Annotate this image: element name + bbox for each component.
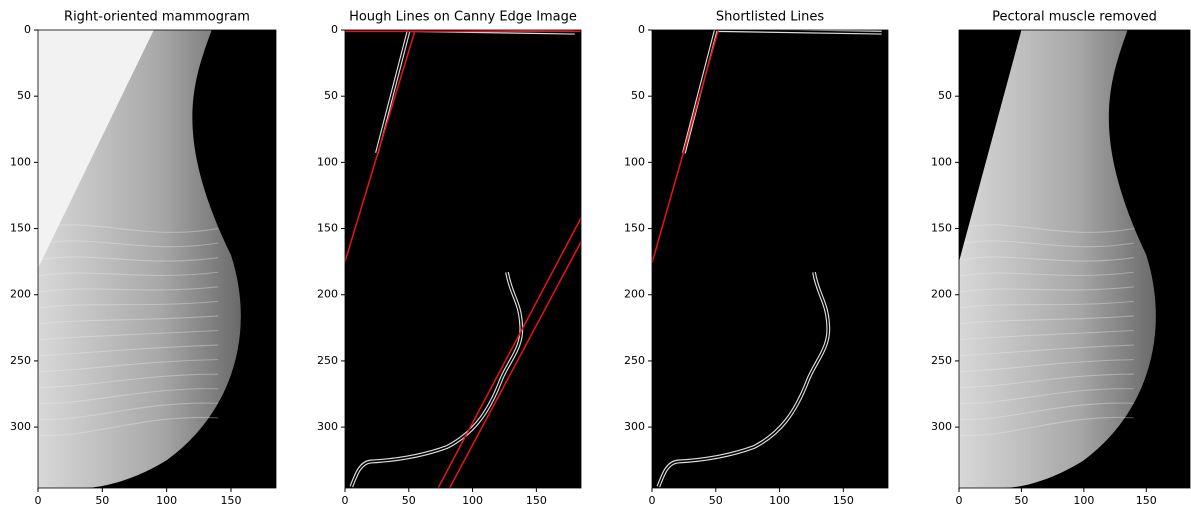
texture xyxy=(38,315,219,325)
image-content xyxy=(38,30,241,488)
y-tick-label: 200 xyxy=(931,288,952,301)
texture xyxy=(959,224,1134,233)
image-background xyxy=(652,30,888,488)
image-content xyxy=(959,30,1156,488)
texture xyxy=(959,256,1134,262)
texture xyxy=(959,271,1134,277)
chart-title: Shortlisted Lines xyxy=(716,10,824,25)
texture xyxy=(38,388,219,404)
hough-line xyxy=(345,30,416,262)
x-tick-label: 100 xyxy=(1073,494,1094,507)
x-tick-label: 0 xyxy=(649,494,656,507)
x-tick-label: 0 xyxy=(956,494,963,507)
chart-title: Right-oriented mammogram xyxy=(64,10,250,25)
texture xyxy=(959,416,1134,437)
texture xyxy=(38,416,219,437)
y-tick-label: 300 xyxy=(317,420,338,433)
texture xyxy=(959,402,1134,420)
y-tick-label: 200 xyxy=(624,288,645,301)
texture xyxy=(38,359,219,373)
y-tick-label: 50 xyxy=(324,89,338,102)
y-tick-label: 100 xyxy=(624,155,645,168)
texture xyxy=(959,315,1134,325)
edge-core xyxy=(350,272,523,487)
texture xyxy=(38,240,219,248)
texture xyxy=(38,402,219,420)
y-tick-label: 100 xyxy=(10,155,31,168)
chart-title: Pectoral muscle removed xyxy=(992,10,1157,25)
x-tick-label: 150 xyxy=(526,494,547,507)
hough-line xyxy=(448,241,581,488)
y-tick-label: 250 xyxy=(10,354,31,367)
y-tick-label: 0 xyxy=(24,23,31,36)
texture xyxy=(959,344,1134,357)
y-tick-label: 100 xyxy=(931,155,952,168)
y-tick-label: 150 xyxy=(10,222,31,235)
hough-line xyxy=(652,30,720,264)
x-tick-label: 100 xyxy=(769,494,790,507)
y-tick-label: 150 xyxy=(317,222,338,235)
x-tick-label: 50 xyxy=(402,494,416,507)
x-tick-label: 150 xyxy=(220,494,241,507)
y-tick-label: 0 xyxy=(331,23,338,36)
texture xyxy=(38,286,219,293)
image xyxy=(652,30,888,488)
y-tick-label: 250 xyxy=(624,354,645,367)
x-tick-label: 100 xyxy=(462,494,483,507)
axes-frame xyxy=(344,29,582,489)
image xyxy=(345,30,581,488)
axes-frame xyxy=(37,29,277,489)
texture xyxy=(38,256,219,262)
y-tick-label: 300 xyxy=(10,420,31,433)
texture xyxy=(959,240,1134,248)
breast xyxy=(959,30,1156,488)
texture xyxy=(959,329,1134,341)
x-tick-label: 100 xyxy=(156,494,177,507)
y-tick-label: 0 xyxy=(638,23,645,36)
y-tick-label: 150 xyxy=(624,222,645,235)
texture xyxy=(38,271,219,277)
image xyxy=(959,30,1190,488)
texture xyxy=(38,300,219,309)
x-tick-label: 50 xyxy=(95,494,109,507)
y-tick-label: 200 xyxy=(317,288,338,301)
texture xyxy=(959,300,1134,309)
axes-frame xyxy=(651,29,889,489)
x-tick-label: 50 xyxy=(1014,494,1028,507)
y-tick-label: 100 xyxy=(317,155,338,168)
y-tick-label: 200 xyxy=(10,288,31,301)
axes-frame xyxy=(958,29,1191,489)
y-tick-label: 150 xyxy=(931,222,952,235)
y-tick-label: 300 xyxy=(624,420,645,433)
x-tick-label: 50 xyxy=(709,494,723,507)
x-tick-label: 0 xyxy=(342,494,349,507)
chart-title: Hough Lines on Canny Edge Image xyxy=(349,10,577,25)
texture xyxy=(38,344,219,357)
image xyxy=(38,30,276,488)
y-tick-label: 50 xyxy=(938,89,952,102)
y-tick-label: 50 xyxy=(631,89,645,102)
y-tick-label: 250 xyxy=(317,354,338,367)
texture xyxy=(959,388,1134,404)
texture xyxy=(959,373,1134,388)
image-background xyxy=(345,30,581,488)
edge-core xyxy=(657,272,830,487)
x-tick-label: 150 xyxy=(1136,494,1157,507)
texture xyxy=(959,286,1134,293)
y-tick-label: 250 xyxy=(931,354,952,367)
x-tick-label: 150 xyxy=(833,494,854,507)
pectoral xyxy=(38,30,154,269)
texture xyxy=(959,359,1134,373)
x-tick-label: 0 xyxy=(35,494,42,507)
hough-line xyxy=(437,217,581,488)
texture xyxy=(38,329,219,341)
y-tick-label: 50 xyxy=(17,89,31,102)
texture xyxy=(38,373,219,388)
y-tick-label: 300 xyxy=(931,420,952,433)
